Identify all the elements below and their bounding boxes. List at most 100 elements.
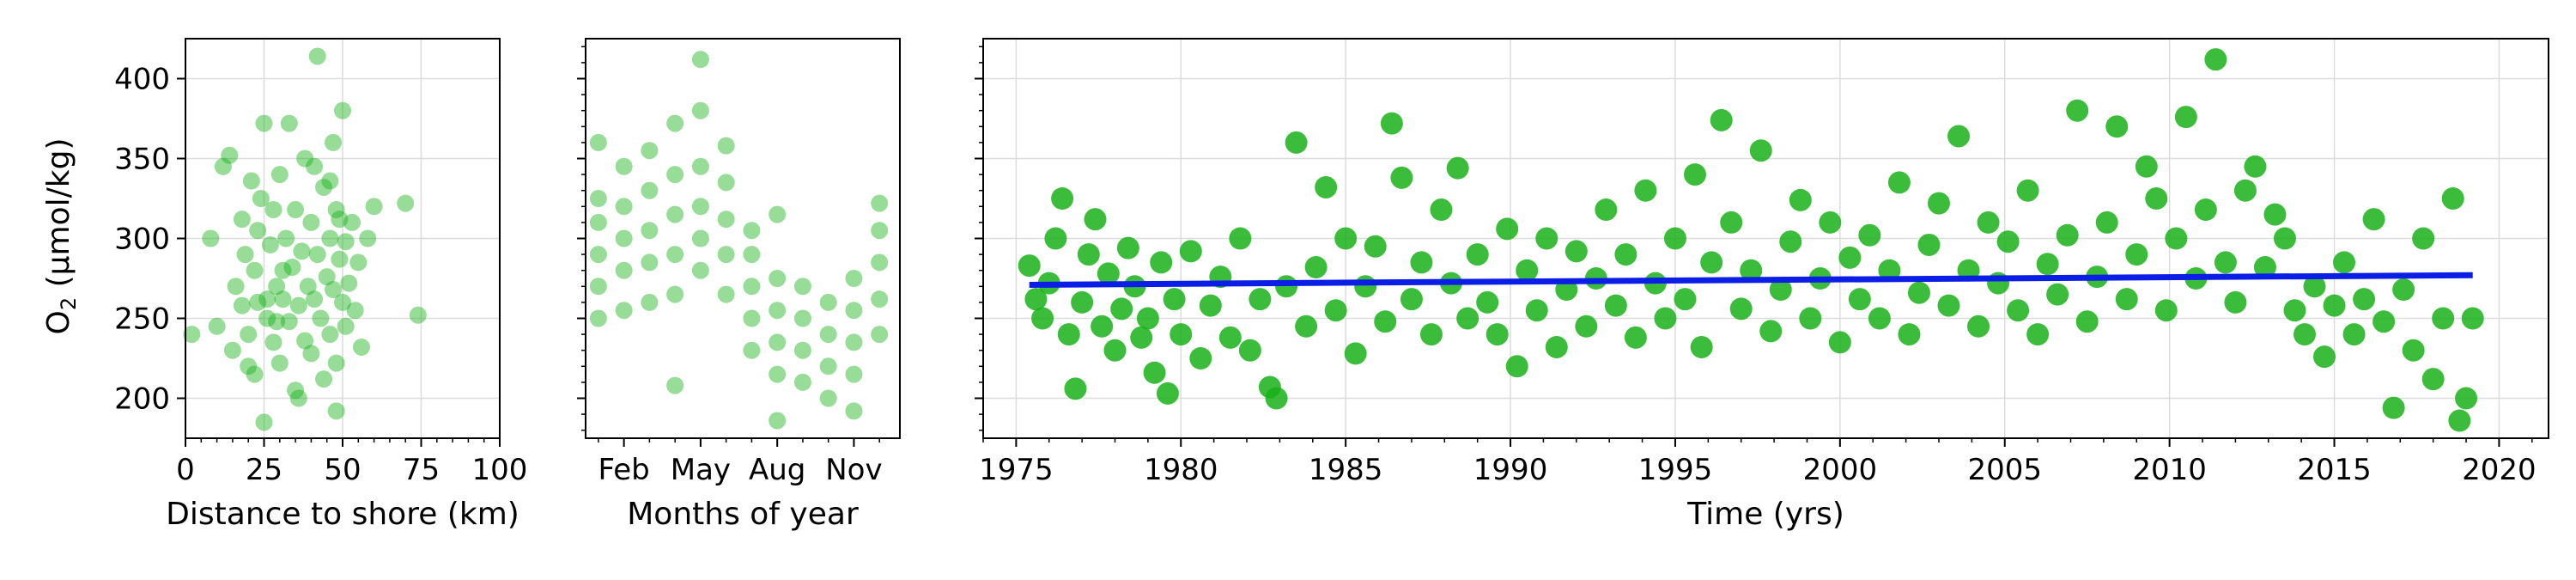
data-point bbox=[845, 333, 863, 351]
x-axis-label: Months of year bbox=[627, 497, 859, 532]
data-point bbox=[1604, 294, 1627, 317]
data-point bbox=[221, 146, 239, 164]
data-point bbox=[331, 250, 349, 268]
data-point bbox=[1091, 314, 1114, 338]
data-point bbox=[1018, 254, 1041, 278]
data-point bbox=[691, 198, 709, 216]
data-point bbox=[340, 274, 358, 292]
data-point bbox=[289, 389, 307, 407]
data-point bbox=[2412, 227, 2435, 250]
data-point bbox=[1275, 275, 1298, 298]
data-point bbox=[1624, 326, 1647, 349]
y-tick-label: 250 bbox=[114, 302, 170, 337]
data-point bbox=[1575, 314, 1598, 338]
data-point bbox=[615, 261, 633, 279]
trend-line bbox=[1029, 272, 2473, 288]
data-point bbox=[1977, 211, 2000, 234]
data-point bbox=[2283, 299, 2306, 322]
data-point bbox=[337, 317, 355, 335]
data-point bbox=[334, 293, 351, 311]
data-point bbox=[293, 242, 311, 260]
data-point bbox=[2421, 368, 2445, 391]
data-point bbox=[743, 341, 761, 359]
x-tick-label: 100 bbox=[472, 453, 528, 487]
data-point bbox=[769, 302, 787, 320]
data-point bbox=[2026, 323, 2050, 346]
data-point bbox=[1564, 240, 1588, 263]
x-tick-label: 1975 bbox=[979, 453, 1054, 487]
data-point bbox=[2402, 339, 2425, 362]
data-point bbox=[1887, 171, 1911, 194]
data-point bbox=[302, 345, 320, 363]
data-point bbox=[255, 413, 273, 431]
data-point bbox=[296, 332, 314, 350]
data-point bbox=[793, 373, 811, 391]
data-point bbox=[1525, 299, 1548, 322]
data-point bbox=[1720, 211, 1743, 234]
data-point bbox=[819, 326, 837, 344]
data-point bbox=[261, 235, 279, 253]
data-point bbox=[641, 293, 659, 311]
data-point bbox=[287, 382, 305, 400]
data-point bbox=[264, 333, 283, 351]
data-point bbox=[589, 309, 607, 327]
data-point bbox=[1051, 187, 1074, 210]
data-point bbox=[318, 268, 336, 286]
data-point bbox=[845, 402, 863, 420]
data-point bbox=[641, 253, 659, 272]
data-point bbox=[1364, 235, 1387, 258]
data-point bbox=[352, 338, 370, 356]
data-point bbox=[1789, 188, 1812, 211]
data-point bbox=[1878, 259, 1901, 282]
data-point bbox=[1218, 326, 1242, 349]
data-point bbox=[2353, 288, 2376, 311]
data-point bbox=[2372, 310, 2396, 333]
data-point bbox=[397, 194, 415, 212]
data-point bbox=[1476, 290, 1499, 314]
data-point bbox=[280, 313, 298, 331]
data-point bbox=[2382, 396, 2405, 419]
data-point bbox=[2056, 223, 2079, 247]
y-axis-label: O2 (µmol/kg) bbox=[41, 138, 81, 335]
data-point bbox=[717, 211, 735, 229]
data-point bbox=[1344, 342, 1367, 365]
x-tick-label: 1995 bbox=[1638, 453, 1713, 487]
data-point bbox=[268, 278, 286, 296]
x-tick-label: May bbox=[671, 453, 731, 487]
data-point bbox=[1466, 243, 1489, 266]
data-point bbox=[769, 365, 787, 383]
data-point bbox=[769, 205, 787, 223]
data-point bbox=[1064, 377, 1087, 400]
data-point bbox=[1838, 246, 1862, 269]
data-point bbox=[1354, 275, 1377, 298]
data-point bbox=[227, 278, 245, 296]
data-point bbox=[793, 309, 811, 327]
data-point bbox=[277, 229, 295, 247]
data-point bbox=[2075, 310, 2099, 333]
data-point bbox=[1044, 227, 1067, 250]
data-point bbox=[2303, 275, 2326, 298]
data-point bbox=[871, 253, 889, 272]
data-point bbox=[1163, 288, 1186, 311]
data-point bbox=[308, 47, 326, 65]
data-point bbox=[615, 302, 633, 320]
data-point bbox=[258, 290, 276, 308]
data-point bbox=[283, 258, 301, 276]
data-point bbox=[2194, 198, 2217, 222]
y-tick-label: 400 bbox=[114, 63, 170, 97]
x-tick-label: 2010 bbox=[2132, 453, 2207, 487]
data-point bbox=[1485, 323, 1509, 346]
data-point bbox=[2036, 253, 2059, 276]
data-point bbox=[1819, 211, 1842, 234]
data-point bbox=[769, 270, 787, 287]
data-point bbox=[2263, 203, 2287, 226]
data-point bbox=[2105, 115, 2129, 138]
data-point bbox=[1996, 230, 2020, 253]
data-point bbox=[769, 412, 787, 430]
data-point bbox=[346, 302, 364, 320]
data-point bbox=[1189, 347, 1212, 369]
data-point bbox=[1674, 288, 1697, 311]
data-point bbox=[315, 178, 333, 196]
data-point bbox=[717, 246, 735, 264]
data-point bbox=[845, 302, 863, 320]
